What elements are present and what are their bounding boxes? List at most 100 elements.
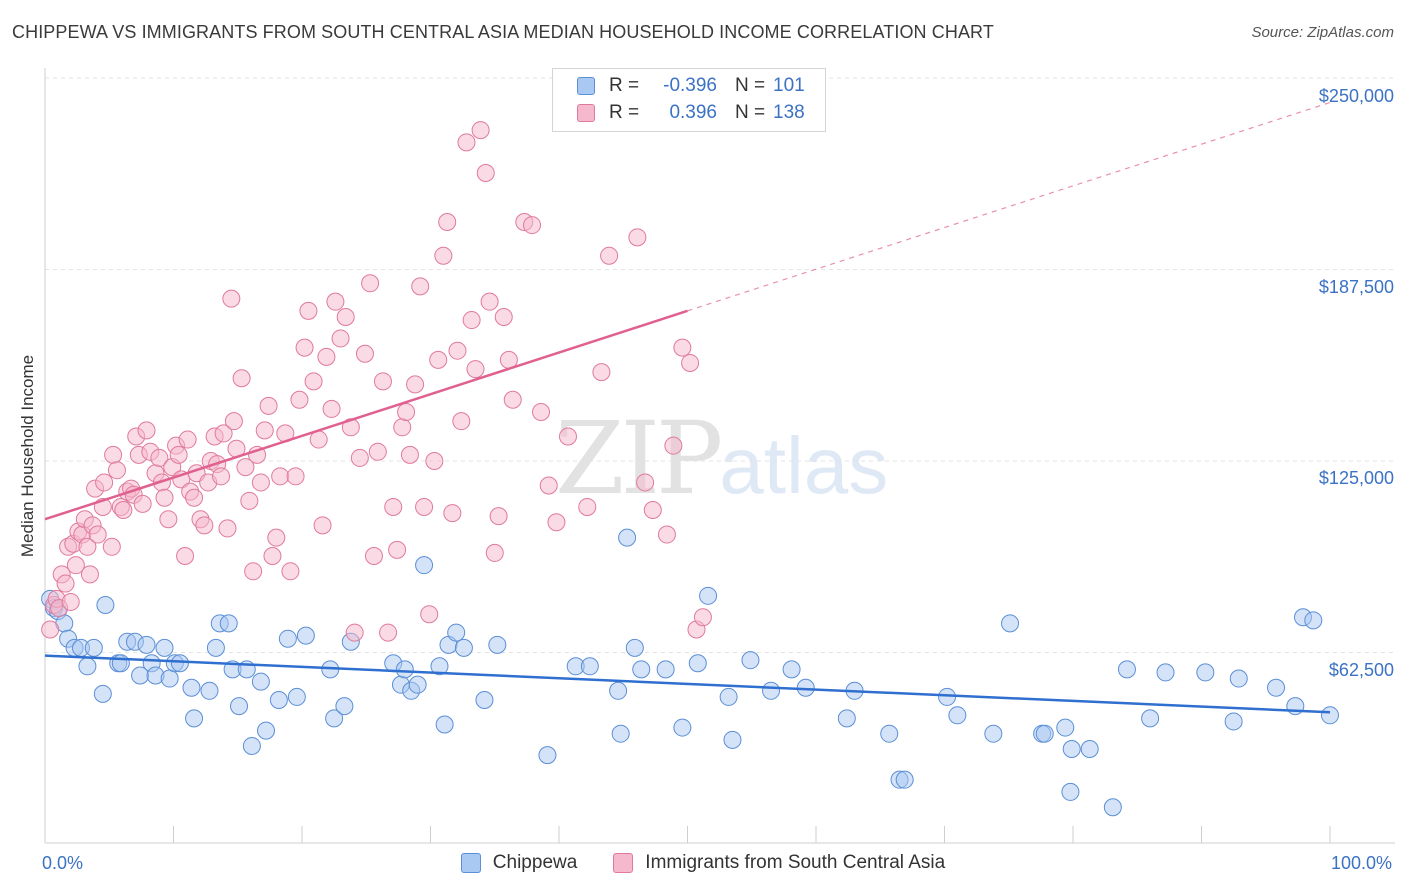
data-point [326, 292, 345, 311]
data-point [673, 718, 692, 737]
chart-title: CHIPPEWA VS IMMIGRANTS FROM SOUTH CENTRA… [12, 22, 994, 42]
data-point [259, 396, 278, 415]
data-point [114, 501, 133, 520]
data-point [66, 556, 85, 575]
data-point [578, 497, 597, 516]
y-axis-title: Median Household Income [18, 354, 37, 558]
source-note: Source: ZipAtlas.com [1251, 24, 1394, 41]
data-point [503, 390, 522, 409]
data-point [230, 697, 249, 716]
swatch-icon [613, 853, 634, 873]
data-point [290, 390, 309, 409]
data-point [170, 654, 189, 673]
data-point [137, 421, 156, 440]
trend-line-chippewa [44, 654, 1331, 714]
data-point [244, 562, 263, 581]
y-tick-label: $62,500 [1328, 660, 1394, 680]
data-point [111, 654, 130, 673]
correlation-legend: R = -0.396 N = 101 R = 0.396 N = 138 [552, 68, 826, 132]
data-point [159, 510, 178, 529]
data-point [96, 596, 115, 615]
data-point [104, 445, 123, 464]
data-point [636, 473, 655, 492]
data-point [406, 375, 425, 394]
data-point [336, 307, 355, 326]
data-point [150, 448, 169, 467]
data-point [84, 638, 103, 657]
data-point [78, 657, 97, 676]
data-point [212, 467, 231, 486]
data-point [600, 246, 619, 265]
data-point [313, 516, 332, 535]
data-point [368, 442, 387, 461]
data-point [895, 770, 914, 789]
data-point [295, 338, 314, 357]
data-point [625, 638, 644, 657]
data-point [296, 626, 315, 645]
data-point [948, 706, 967, 725]
data-point [462, 311, 481, 330]
data-point [41, 620, 60, 639]
data-point [688, 654, 707, 673]
data-point [434, 246, 453, 265]
data-point [532, 402, 551, 421]
data-point [182, 678, 201, 697]
data-point [395, 660, 414, 679]
data-point [411, 277, 430, 296]
x-min-label: 0.0% [42, 853, 84, 873]
y-tick-label: $187,500 [1318, 277, 1394, 297]
data-point [224, 412, 243, 431]
data-point [657, 525, 676, 544]
data-point [1117, 660, 1136, 679]
data-point [693, 608, 712, 627]
data-point [523, 216, 542, 235]
data-point [1224, 712, 1243, 731]
legend-item-immigrants[interactable]: Immigrants from South Central Asia [613, 852, 945, 874]
legend-item-chippewa[interactable]: Chippewa [460, 852, 577, 874]
data-point [95, 473, 114, 492]
trend-line-immigrants-extension [687, 101, 1331, 312]
data-point [206, 638, 225, 657]
data-point [488, 635, 507, 654]
data-point [222, 289, 241, 308]
data-point [448, 341, 467, 360]
data-point [475, 690, 494, 709]
data-point [699, 586, 718, 605]
data-point [322, 399, 341, 418]
data-point [251, 672, 270, 691]
data-point [592, 363, 611, 382]
data-point [178, 430, 197, 449]
data-point [632, 660, 651, 679]
data-point [656, 660, 675, 679]
data-point [355, 344, 374, 363]
data-point [429, 350, 448, 369]
swatch-icon [577, 77, 595, 95]
data-point [393, 418, 412, 437]
data-point [1080, 740, 1099, 759]
data-point [61, 592, 80, 611]
r-label: R = [609, 75, 640, 96]
data-point [345, 623, 364, 642]
data-point [1103, 798, 1122, 817]
data-point [195, 516, 214, 535]
data-point [538, 746, 557, 765]
data-point [325, 709, 344, 728]
data-point [232, 369, 251, 388]
data-point [1321, 706, 1339, 725]
data-point [611, 724, 630, 743]
data-point [435, 715, 454, 734]
data-point [466, 360, 485, 379]
data-point [673, 338, 692, 357]
data-point [93, 684, 112, 703]
n-value: 138 [773, 102, 805, 123]
n-label: N = [735, 102, 766, 123]
data-point [160, 669, 179, 688]
data-point [1141, 709, 1160, 728]
data-point [558, 427, 577, 446]
series-legend: Chippewa Immigrants from South Central A… [0, 852, 1406, 874]
data-point [255, 421, 274, 440]
data-point [984, 724, 1003, 743]
data-point [539, 476, 558, 495]
data-point [361, 274, 380, 293]
